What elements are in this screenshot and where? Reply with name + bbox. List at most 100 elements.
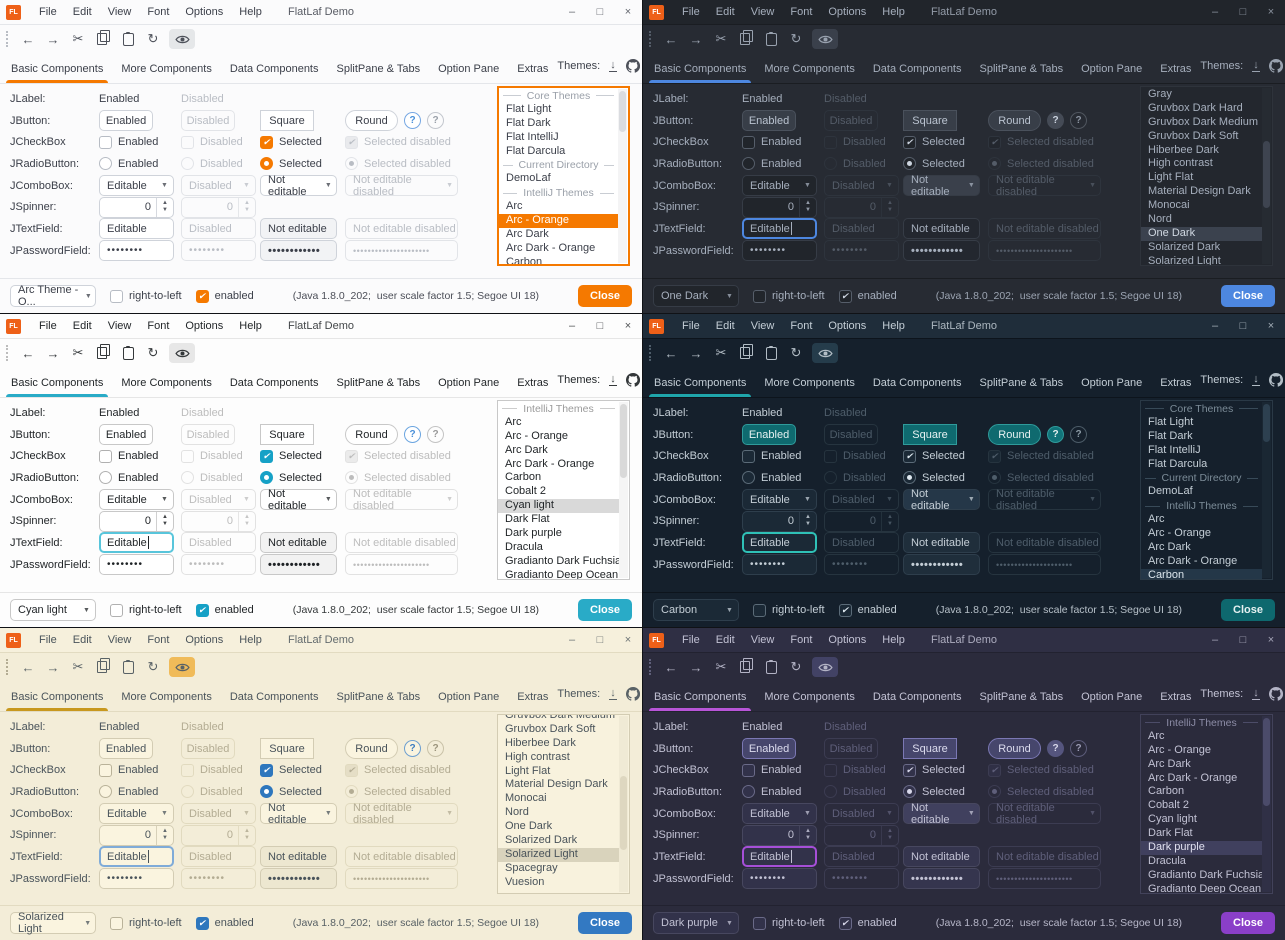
theme-list-item[interactable]: Dark purple <box>1141 841 1262 855</box>
tab[interactable]: Basic Components <box>645 57 755 83</box>
copy-icon[interactable] <box>94 343 112 363</box>
theme-list-item[interactable]: Carbon <box>506 255 543 266</box>
theme-list-item[interactable]: Light Flat <box>505 764 551 777</box>
passwordfield-not-editable[interactable]: •••••••••••• <box>903 240 980 262</box>
forward-icon[interactable]: → <box>689 345 703 361</box>
window-button[interactable]: – <box>1211 320 1219 332</box>
eye-toggle-icon[interactable] <box>812 657 838 677</box>
checkbox-icon[interactable] <box>838 916 852 930</box>
theme-list-item[interactable]: Arc Dark <box>1148 757 1191 770</box>
tab[interactable]: Data Components <box>872 377 962 389</box>
cut-icon[interactable]: ✂ <box>715 659 727 674</box>
window-button[interactable]: – <box>1211 634 1219 646</box>
spinner-arrows-icon[interactable]: ▲ ▼ <box>156 511 173 531</box>
combobox-editable[interactable]: Editable ▼ <box>742 489 817 511</box>
tab[interactable]: Option Pane <box>1081 377 1143 389</box>
menu-item[interactable]: View <box>107 6 132 18</box>
tab[interactable]: SplitPane & Tabs <box>979 377 1064 389</box>
theme-list-item[interactable]: Arc Dark - Orange <box>506 241 596 254</box>
theme-list-item[interactable]: Dracula <box>505 540 543 553</box>
theme-combo[interactable]: Carbon ▼ <box>653 599 739 621</box>
combobox-not-editable[interactable]: Not editable ▼ <box>903 174 980 198</box>
back-icon[interactable]: ← <box>664 659 678 675</box>
tab[interactable]: Option Pane <box>1081 691 1143 703</box>
checkbox-icon[interactable] <box>753 916 766 930</box>
theme-list-scrollbar[interactable] <box>1262 402 1271 578</box>
copy-icon[interactable] <box>94 29 112 49</box>
window-button[interactable]: – <box>568 634 576 646</box>
menu-item[interactable]: Help <box>882 634 905 646</box>
theme-list-item[interactable]: Gradianto Dark Fuchsia <box>505 554 619 567</box>
spinner-enabled[interactable]: 0 ▲ ▼ <box>742 510 817 532</box>
right-to-left-checkbox[interactable]: right-to-left <box>753 916 825 930</box>
spinner-enabled[interactable]: 0 ▲ ▼ <box>99 824 174 846</box>
checkbox-selected[interactable] <box>903 135 916 149</box>
close-button[interactable]: Close <box>1221 599 1275 621</box>
checkbox-icon[interactable] <box>110 603 123 617</box>
theme-list-item[interactable]: Cyan light <box>1148 813 1197 826</box>
paste-icon[interactable] <box>762 657 780 677</box>
combobox-not-editable[interactable]: Not editable ▼ <box>260 488 337 512</box>
theme-list-item[interactable]: Arc - Orange <box>1148 527 1211 540</box>
theme-list-scrollbar[interactable] <box>619 402 628 578</box>
tab[interactable]: More Components <box>764 691 855 703</box>
theme-list-item[interactable]: Arc <box>1148 513 1165 526</box>
theme-list-item[interactable]: Arc <box>1148 729 1165 742</box>
enabled-button[interactable]: Enabled <box>742 738 796 760</box>
back-icon[interactable]: ← <box>21 659 35 675</box>
menu-item[interactable]: File <box>682 634 700 646</box>
help-button[interactable]: ? <box>1047 426 1064 444</box>
back-icon[interactable]: ← <box>21 31 35 47</box>
menu-item[interactable]: Options <box>185 320 224 332</box>
menu-item[interactable]: File <box>682 320 700 332</box>
download-icon[interactable]: ↓ <box>1252 687 1260 700</box>
eye-toggle-icon[interactable] <box>169 657 195 677</box>
toolbar-grip[interactable] <box>6 659 11 675</box>
refresh-icon[interactable]: ↻ <box>147 31 159 46</box>
theme-list-item[interactable]: Flat Light <box>1148 415 1194 428</box>
passwordfield-not-editable[interactable]: •••••••••••• <box>260 554 337 576</box>
theme-list-item[interactable]: Vuesion <box>505 875 545 888</box>
copy-icon[interactable] <box>737 657 755 677</box>
menu-item[interactable]: Font <box>790 320 813 332</box>
menu-item[interactable]: Help <box>239 634 262 646</box>
spinner-enabled[interactable]: 0 ▲ ▼ <box>99 196 174 218</box>
cut-icon[interactable]: ✂ <box>72 659 84 674</box>
scrollbar-thumb[interactable] <box>1263 717 1270 806</box>
menu-item[interactable]: Font <box>790 634 813 646</box>
radio-enabled[interactable] <box>99 157 112 171</box>
menu-item[interactable]: Font <box>147 320 170 332</box>
theme-list-item[interactable]: Gruvbox Dark Soft <box>505 722 596 735</box>
window-button[interactable]: □ <box>596 6 604 18</box>
tab[interactable]: Basic Components <box>2 57 112 83</box>
combobox-not-editable[interactable]: Not editable ▼ <box>260 802 337 826</box>
help-button-secondary[interactable]: ? <box>1070 426 1087 444</box>
menu-item[interactable]: View <box>107 634 132 646</box>
combobox-editable[interactable]: Editable ▼ <box>99 175 174 197</box>
round-button[interactable]: Round <box>345 424 398 446</box>
checkbox-enabled[interactable] <box>99 449 112 463</box>
checkbox-enabled[interactable] <box>99 135 112 149</box>
refresh-icon[interactable]: ↻ <box>790 345 802 360</box>
window-button[interactable]: □ <box>1239 320 1247 332</box>
spinner-enabled[interactable]: 0 ▲ ▼ <box>99 510 174 532</box>
textfield-editable[interactable]: Editable <box>742 846 817 868</box>
menu-item[interactable]: View <box>750 6 775 18</box>
checkbox-icon[interactable] <box>195 603 209 617</box>
eye-toggle-icon[interactable] <box>812 343 838 363</box>
textfield-editable[interactable]: Editable <box>99 532 174 554</box>
window-button[interactable]: – <box>1211 6 1219 18</box>
theme-list-item[interactable]: Flat Dark <box>506 116 551 129</box>
tab[interactable]: Data Components <box>229 691 319 703</box>
checkbox-selected[interactable] <box>903 763 916 777</box>
tab[interactable]: Option Pane <box>438 377 500 389</box>
round-button[interactable]: Round <box>345 110 398 132</box>
forward-icon[interactable]: → <box>689 659 703 675</box>
theme-list-item[interactable]: Gruvbox Dark Hard <box>1148 101 1243 114</box>
menu-item[interactable]: Edit <box>72 320 92 332</box>
download-icon[interactable]: ↓ <box>609 687 617 700</box>
passwordfield-editable[interactable]: •••••••• <box>742 868 817 890</box>
checkbox-icon[interactable] <box>110 916 123 930</box>
menu-item[interactable]: Font <box>147 634 170 646</box>
theme-list-item[interactable]: Flat Darcula <box>506 144 566 157</box>
